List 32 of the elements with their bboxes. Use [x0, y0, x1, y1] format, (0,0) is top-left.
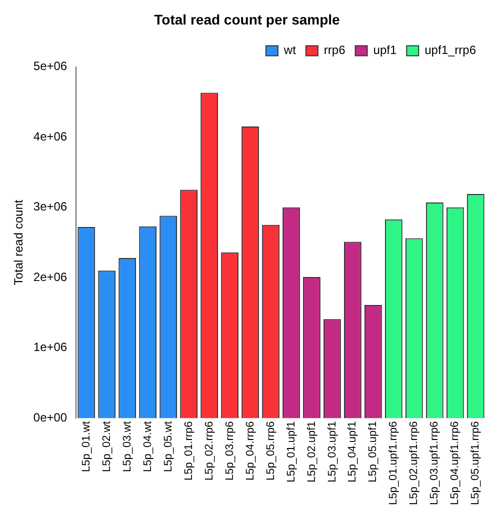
x-tick-label: L5p_01.wt: [80, 421, 92, 472]
x-tick-label: L5p_02.wt: [100, 421, 113, 472]
x-tick-label: L5p_02.upf1.rrp6: [408, 421, 420, 506]
x-tick-label: L5p_04.wt: [142, 421, 154, 472]
x-tick-label: L5p_02.upf1: [306, 421, 318, 482]
x-tick-label: L5p_05.wt: [162, 421, 174, 472]
y-tick-label: 4e+06: [33, 129, 68, 144]
legend-label: wt: [282, 43, 297, 58]
x-tick-label: L5p_04.upf1.rrp6: [449, 421, 462, 506]
x-tick-label: L5p_01.rrp6: [182, 421, 195, 481]
x-tick-label: L5p_04.upf1: [346, 421, 359, 482]
legend-label: rrp6: [324, 43, 346, 58]
x-tick-label: L5p_05.rrp6: [264, 421, 277, 481]
x-tick-label: L5p_03.wt: [121, 421, 134, 472]
x-tick-label: L5p_05.upf1.rrp6: [470, 421, 482, 506]
y-tick-label: 3e+06: [33, 200, 68, 214]
x-tick-label: L5p_03.upf1.rrp6: [428, 421, 441, 506]
x-tick-label: L5p_01.upf1.rrp6: [388, 421, 400, 506]
legend-label: upf1: [373, 43, 397, 58]
legend-label: upf1_rrp6: [424, 43, 476, 58]
x-tick-label: L5p_03.rrp6: [224, 421, 236, 481]
x-tick-label: L5p_03.upf1: [326, 421, 338, 482]
x-tick-label: L5p_04.rrp6: [244, 421, 256, 481]
chart-title: Total read count per sample: [154, 11, 340, 28]
x-tick-label: L5p_05.upf1: [367, 421, 380, 482]
y-tick-label: 0e+00: [33, 410, 68, 425]
x-tick-label: L5p_02.rrp6: [203, 421, 216, 481]
y-tick-label: 1e+06: [33, 340, 68, 354]
x-tick-label: L5p_01.upf1: [285, 421, 298, 482]
y-tick-label: 5e+06: [33, 59, 68, 74]
y-tick-label: 2e+06: [33, 270, 68, 284]
y-axis-title: Total read count: [12, 199, 26, 286]
